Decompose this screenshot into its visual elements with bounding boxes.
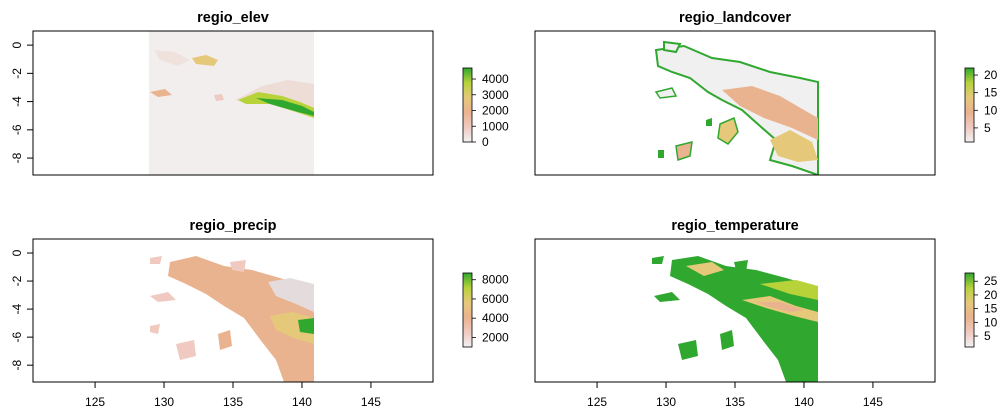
panel-regio-temperature: regio_temperature 125 130 135 140 145 510152… — [534, 218, 998, 409]
island-peak — [192, 55, 218, 66]
island — [218, 330, 232, 350]
island — [658, 150, 664, 158]
legend-tick-label: 20 — [984, 288, 998, 302]
legend-tick-label: 10 — [984, 315, 998, 329]
legend-tick-label: 2000 — [482, 104, 509, 118]
legend-tick-label: 8000 — [482, 273, 509, 287]
x-axis: 125 130 135 140 145 — [587, 382, 883, 409]
panel-regio-landcover: regio_landcover 5 10 15 20 — [534, 10, 998, 176]
y-tick-label: -8 — [10, 152, 24, 163]
y-tick-label: 0 — [10, 249, 24, 256]
x-tick-label: 145 — [361, 395, 381, 409]
warm-band — [760, 280, 818, 300]
colorbar-legend: 2000 4000 6000 8000 — [462, 272, 509, 348]
legend-tick-label: 4000 — [482, 311, 509, 325]
island — [150, 256, 162, 264]
island — [230, 260, 246, 272]
island-small — [214, 94, 224, 101]
x-tick-label: 140 — [794, 395, 814, 409]
landmass — [670, 256, 818, 382]
legend-tick-label: 20 — [984, 68, 998, 82]
colorbar — [964, 67, 975, 143]
x-tick-label: 135 — [725, 395, 745, 409]
island — [150, 292, 176, 302]
cool-highland — [756, 302, 804, 312]
raster-layer — [150, 256, 314, 382]
legend-tick-label: 15 — [984, 302, 998, 316]
island-small — [150, 89, 172, 97]
wet-belt — [298, 318, 314, 334]
x-tick-label: 125 — [587, 395, 607, 409]
colorbar-legend: 5 10 15 20 — [964, 67, 998, 143]
y-tick-label: -4 — [10, 303, 24, 314]
island — [720, 330, 734, 350]
landmass-inland — [722, 86, 818, 140]
plot-frame — [534, 30, 936, 176]
island — [176, 340, 196, 360]
colorbar — [462, 272, 473, 348]
y-axis: 0 -2 -4 -6 -8 — [10, 41, 33, 163]
y-tick-label: -6 — [10, 124, 24, 135]
panel-title: regio_elev — [197, 10, 269, 26]
x-tick-label: 130 — [656, 395, 676, 409]
colorbar — [462, 67, 473, 143]
legend-tick-label: 0 — [482, 135, 489, 149]
y-tick-label: -6 — [10, 331, 24, 342]
raster-layer — [654, 40, 819, 175]
y-tick-label: -2 — [10, 275, 24, 286]
island — [734, 260, 748, 272]
x-axis: 125 130 135 140 145 — [85, 382, 381, 409]
legend-tick-label: 10 — [984, 103, 998, 117]
raster-layer — [652, 256, 818, 382]
raster-layer — [149, 31, 314, 175]
y-tick-label: -4 — [10, 96, 24, 107]
landmass-inland — [770, 130, 818, 162]
y-tick-label: -2 — [10, 68, 24, 79]
legend-tick-label: 2000 — [482, 330, 509, 344]
panel-title: regio_landcover — [679, 10, 791, 26]
legend-tick-label: 3000 — [482, 88, 509, 102]
x-tick-label: 140 — [292, 395, 312, 409]
island — [717, 116, 739, 145]
legend-tick-label: 25 — [984, 274, 998, 288]
island — [706, 118, 712, 126]
legend-tick-label: 4000 — [482, 72, 509, 86]
island-small — [154, 50, 190, 66]
legend-tick-label: 6000 — [482, 292, 509, 306]
panel-regio-precip: regio_precip 0 -2 -4 -6 -8 125 130 135 140 145 2… — [10, 218, 509, 409]
legend-tick-label: 1000 — [482, 119, 509, 133]
island — [654, 87, 678, 99]
y-tick-label: 0 — [10, 41, 24, 48]
x-tick-label: 135 — [223, 395, 243, 409]
legend-tick-label: 5 — [984, 329, 991, 343]
island — [678, 340, 698, 360]
panel-title: regio_temperature — [671, 218, 798, 234]
highland-gray — [268, 278, 314, 312]
legend-tick-label: 15 — [984, 86, 998, 100]
x-tick-label: 125 — [85, 395, 105, 409]
island — [652, 256, 664, 264]
island — [663, 40, 682, 54]
cool-highland — [686, 262, 724, 276]
island — [675, 141, 693, 161]
y-axis: 0 -2 -4 -6 -8 — [10, 249, 33, 371]
colorbar — [964, 272, 975, 348]
x-tick-label: 130 — [154, 395, 174, 409]
x-tick-label: 145 — [863, 395, 883, 409]
highland-ridge — [256, 98, 314, 116]
legend-tick-label: 5 — [984, 121, 991, 135]
y-tick-label: -8 — [10, 360, 24, 371]
panel-title: regio_precip — [189, 218, 276, 234]
island — [150, 324, 160, 334]
plot-frame — [32, 30, 434, 176]
island — [654, 292, 680, 302]
